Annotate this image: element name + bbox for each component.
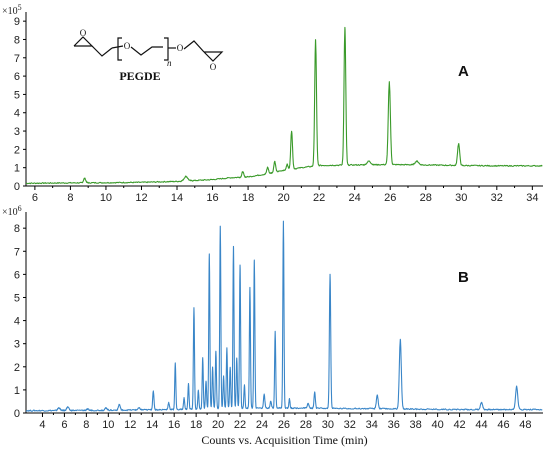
pb-x-tick-label: 10	[102, 419, 114, 431]
repeat-unit-chain	[130, 46, 163, 56]
epoxide-ring-left	[73, 36, 94, 47]
pa-y-tick-label: 3	[14, 126, 20, 138]
pa-y-tick-label: 6	[14, 71, 20, 83]
pb-y-tick-label: 1	[14, 385, 20, 397]
epoxide-ring-right	[203, 51, 224, 62]
pb-x-tick-label: 16	[168, 419, 180, 431]
pb-y-tick-label: 4	[14, 316, 20, 328]
pb-x-tick-label: 4	[39, 419, 45, 431]
pa-x-tick-label: 8	[67, 192, 73, 204]
pa-x-tick-label: 22	[313, 192, 325, 204]
pa-x-tick-label: 10	[100, 192, 112, 204]
pa-x-tick-label: 16	[206, 192, 218, 204]
pa-x-tick-label: 30	[455, 192, 467, 204]
chain-segment-left	[91, 45, 113, 57]
pb-x-tick-label: 20	[212, 419, 224, 431]
pa-x-tick-label: 12	[135, 192, 147, 204]
pb-y-tick-label: 8	[14, 223, 20, 235]
pb-y-multiplier: ×106	[2, 204, 22, 218]
repeat-count-n: n	[167, 58, 172, 68]
pb-y-tick-label: 6	[14, 269, 20, 281]
pa-y-tick-label: 5	[14, 89, 20, 101]
pa-y-tick-label: 8	[14, 34, 20, 46]
pb-y-tick-label: 2	[14, 362, 20, 374]
chain-bond-in	[111, 45, 124, 49]
pb-x-tick-label: 14	[146, 419, 158, 431]
pa-y-tick-label: 4	[14, 108, 20, 120]
pb-x-tick-label: 48	[519, 419, 531, 431]
repeat-bracket-close	[164, 37, 169, 61]
ether-oxygen-right: O	[177, 43, 184, 53]
pb-x-tick-label: 32	[344, 419, 356, 431]
pa-y-tick-label: 9	[14, 16, 20, 28]
pa-x-tick-label: 24	[349, 192, 361, 204]
pb-x-tick-label: 22	[234, 419, 246, 431]
pa-x-tick-label: 34	[526, 192, 538, 204]
pb-x-tick-label: 34	[366, 419, 378, 431]
repeat-unit-oxygen: O	[124, 41, 131, 51]
pb-x-tick-label: 18	[190, 419, 202, 431]
pa-x-tick-label: 26	[384, 192, 396, 204]
pb-x-tick-label: 46	[497, 419, 509, 431]
pa-y-multiplier: ×105	[2, 3, 22, 17]
pa-x-tick-label: 28	[420, 192, 432, 204]
pb-x-tick-label: 42	[453, 419, 465, 431]
pa-x-tick-label: 20	[277, 192, 289, 204]
pb-chromatogram-trace	[25, 220, 543, 412]
pb-x-tick-label: 30	[322, 419, 334, 431]
pb-y-tick-label: 3	[14, 339, 20, 351]
epoxide-oxygen-left: O	[80, 28, 87, 38]
pb-x-tick-label: 6	[61, 419, 67, 431]
pa-panel-label: A	[458, 63, 469, 80]
pb-panel-label: B	[458, 269, 469, 286]
pa-x-tick-label: 6	[32, 192, 38, 204]
pa-y-tick-label: 1	[14, 163, 20, 175]
pb-x-tick-label: 44	[475, 419, 487, 431]
pb-x-tick-label: 28	[300, 419, 312, 431]
structure-label: PEGDE	[119, 69, 160, 83]
pb-x-tick-label: 24	[256, 419, 268, 431]
pa-chromatogram-trace	[25, 26, 543, 185]
pa-y-tick-label: 2	[14, 144, 20, 156]
pb-x-axis-label: Counts vs. Acquisition Time (min)	[201, 433, 367, 447]
pb-x-tick-label: 40	[431, 419, 443, 431]
pb-x-tick-label: 38	[410, 419, 422, 431]
pa-x-tick-label: 32	[491, 192, 503, 204]
pb-x-tick-label: 26	[278, 419, 290, 431]
pb-y-tick-label: 5	[14, 292, 20, 304]
pa-y-tick-label: 0	[14, 181, 20, 193]
pa-y-tick-label: 7	[14, 53, 20, 65]
pb-x-tick-label: 12	[124, 419, 136, 431]
pa-x-tick-label: 18	[242, 192, 254, 204]
pb-y-tick-label: 7	[14, 246, 20, 258]
chain-segment-right	[183, 40, 205, 53]
pa-x-tick-label: 14	[171, 192, 183, 204]
epoxide-oxygen-right: O	[210, 62, 217, 72]
pb-x-tick-label: 36	[388, 419, 400, 431]
pb-x-tick-label: 8	[83, 419, 89, 431]
pb-y-tick-label: 0	[14, 408, 20, 420]
repeat-bracket-open	[117, 37, 122, 61]
